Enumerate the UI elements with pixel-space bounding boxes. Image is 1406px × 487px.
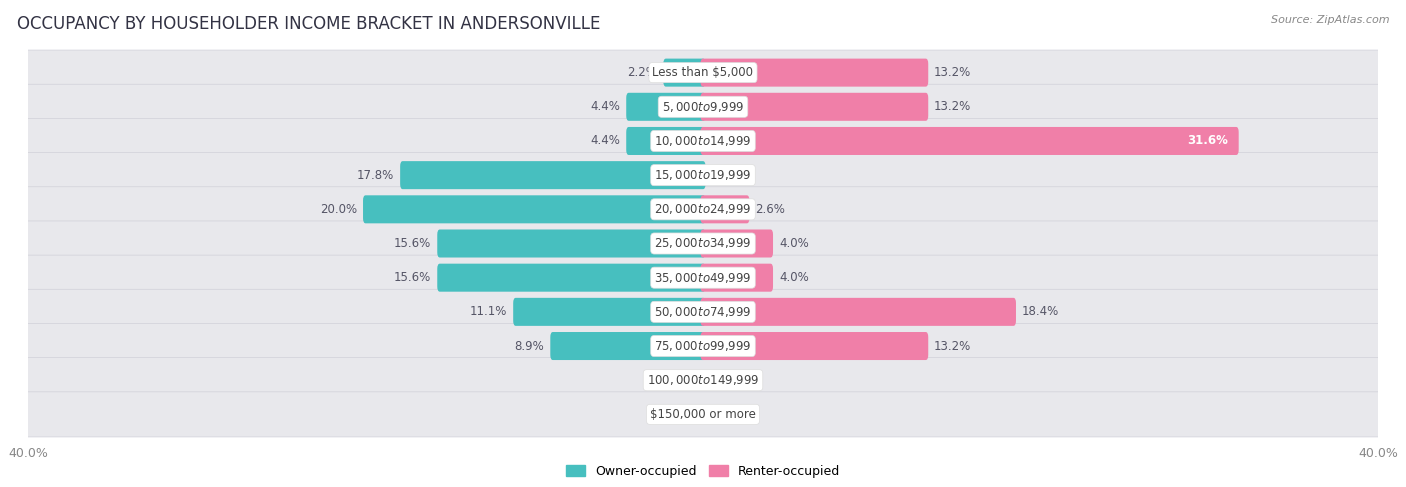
Text: $75,000 to $99,999: $75,000 to $99,999 — [654, 339, 752, 353]
Text: 17.8%: 17.8% — [357, 169, 394, 182]
FancyBboxPatch shape — [700, 298, 1017, 326]
Text: $50,000 to $74,999: $50,000 to $74,999 — [654, 305, 752, 319]
Text: 18.4%: 18.4% — [1022, 305, 1059, 318]
FancyBboxPatch shape — [513, 298, 706, 326]
FancyBboxPatch shape — [626, 127, 706, 155]
Text: Source: ZipAtlas.com: Source: ZipAtlas.com — [1271, 15, 1389, 25]
Text: OCCUPANCY BY HOUSEHOLDER INCOME BRACKET IN ANDERSONVILLE: OCCUPANCY BY HOUSEHOLDER INCOME BRACKET … — [17, 15, 600, 33]
FancyBboxPatch shape — [700, 58, 928, 87]
Text: Less than $5,000: Less than $5,000 — [652, 66, 754, 79]
Text: 15.6%: 15.6% — [394, 237, 432, 250]
Text: 4.4%: 4.4% — [591, 134, 620, 148]
Text: 4.4%: 4.4% — [591, 100, 620, 113]
FancyBboxPatch shape — [22, 255, 1384, 300]
Text: $15,000 to $19,999: $15,000 to $19,999 — [654, 168, 752, 182]
Text: 13.2%: 13.2% — [934, 66, 972, 79]
FancyBboxPatch shape — [626, 93, 706, 121]
FancyBboxPatch shape — [401, 161, 706, 189]
Legend: Owner-occupied, Renter-occupied: Owner-occupied, Renter-occupied — [561, 460, 845, 483]
FancyBboxPatch shape — [22, 187, 1384, 232]
FancyBboxPatch shape — [664, 58, 706, 87]
Text: 11.1%: 11.1% — [470, 305, 508, 318]
FancyBboxPatch shape — [363, 195, 706, 224]
Text: 0.0%: 0.0% — [711, 169, 741, 182]
FancyBboxPatch shape — [700, 127, 1239, 155]
FancyBboxPatch shape — [22, 289, 1384, 335]
Text: 2.2%: 2.2% — [627, 66, 658, 79]
Text: $20,000 to $24,999: $20,000 to $24,999 — [654, 202, 752, 216]
Text: $35,000 to $49,999: $35,000 to $49,999 — [654, 271, 752, 285]
FancyBboxPatch shape — [22, 392, 1384, 437]
Text: 31.6%: 31.6% — [1187, 134, 1227, 148]
Text: 4.0%: 4.0% — [779, 271, 808, 284]
FancyBboxPatch shape — [700, 195, 749, 224]
FancyBboxPatch shape — [700, 93, 928, 121]
Text: $150,000 or more: $150,000 or more — [650, 408, 756, 421]
Text: 0.0%: 0.0% — [711, 374, 741, 387]
FancyBboxPatch shape — [22, 152, 1384, 198]
Text: 15.6%: 15.6% — [394, 271, 432, 284]
Text: 0.0%: 0.0% — [665, 374, 695, 387]
FancyBboxPatch shape — [700, 263, 773, 292]
FancyBboxPatch shape — [22, 221, 1384, 266]
Text: 2.6%: 2.6% — [755, 203, 785, 216]
Text: 4.0%: 4.0% — [779, 237, 808, 250]
Text: $5,000 to $9,999: $5,000 to $9,999 — [662, 100, 744, 114]
Text: 20.0%: 20.0% — [321, 203, 357, 216]
FancyBboxPatch shape — [700, 332, 928, 360]
FancyBboxPatch shape — [22, 323, 1384, 369]
Text: 13.2%: 13.2% — [934, 100, 972, 113]
FancyBboxPatch shape — [700, 229, 773, 258]
Text: 13.2%: 13.2% — [934, 339, 972, 353]
Text: $100,000 to $149,999: $100,000 to $149,999 — [647, 373, 759, 387]
Text: 8.9%: 8.9% — [515, 339, 544, 353]
Text: 0.0%: 0.0% — [711, 408, 741, 421]
FancyBboxPatch shape — [550, 332, 706, 360]
FancyBboxPatch shape — [437, 229, 706, 258]
FancyBboxPatch shape — [437, 263, 706, 292]
FancyBboxPatch shape — [22, 357, 1384, 403]
Text: $10,000 to $14,999: $10,000 to $14,999 — [654, 134, 752, 148]
Text: 0.0%: 0.0% — [665, 408, 695, 421]
FancyBboxPatch shape — [22, 50, 1384, 95]
FancyBboxPatch shape — [22, 84, 1384, 130]
FancyBboxPatch shape — [22, 118, 1384, 164]
Text: $25,000 to $34,999: $25,000 to $34,999 — [654, 237, 752, 250]
